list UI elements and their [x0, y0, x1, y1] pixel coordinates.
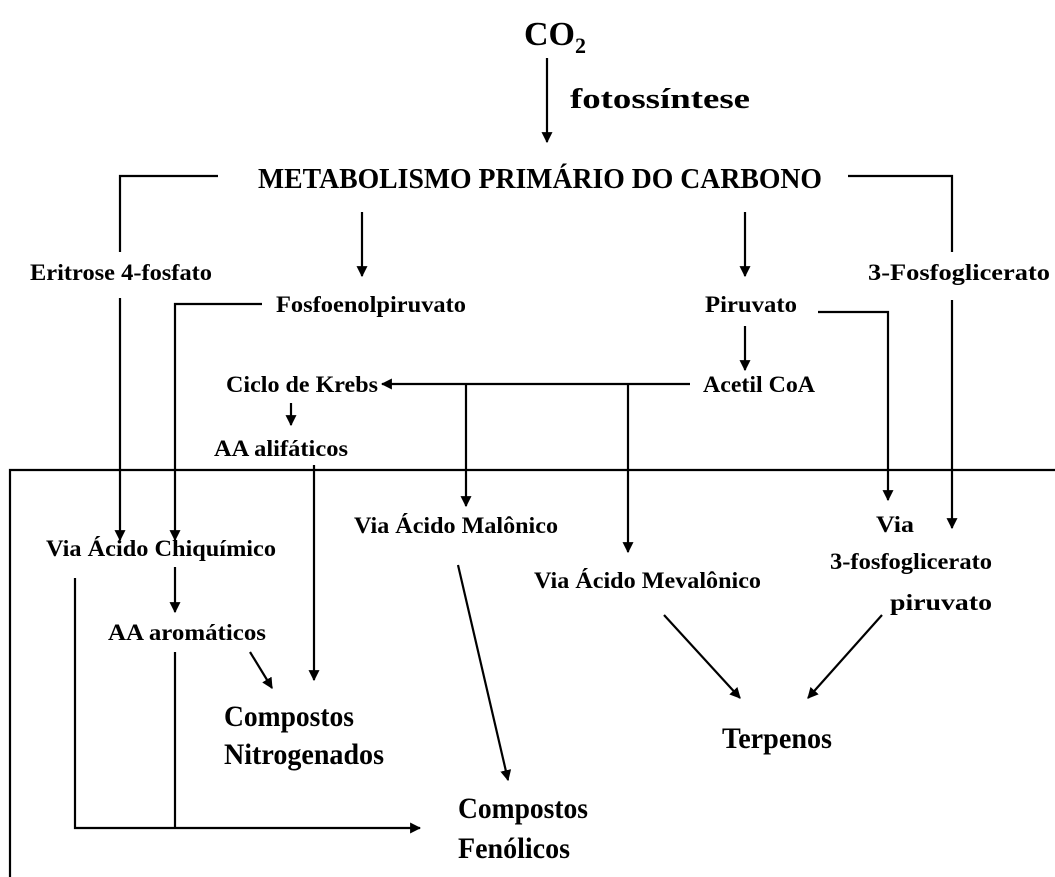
label: Via Ácido Chiquímico [46, 536, 276, 561]
label: 3-Fosfoglicerato [868, 260, 1050, 285]
label: Via Ácido Malônico [354, 513, 558, 538]
label: Ciclo de Krebs [226, 372, 378, 397]
label: Eritrose 4-fosfato [30, 260, 212, 285]
label: METABOLISMO PRIMÁRIO DO CARBONO [258, 164, 822, 195]
label: Compostos [224, 700, 354, 733]
label: Via [876, 512, 915, 537]
label: Nitrogenados [224, 738, 384, 771]
label: Acetil CoA [703, 372, 815, 397]
label: AA alifáticos [214, 436, 348, 461]
label: fotossíntese [570, 84, 750, 115]
label: Piruvato [705, 292, 797, 317]
label: Fenólicos [458, 832, 570, 865]
label: Terpenos [722, 722, 832, 755]
connectors [8, 58, 1055, 877]
label: 3-fosfoglicerato [830, 549, 992, 574]
label: piruvato [890, 590, 992, 615]
label: Via Ácido Mevalônico [534, 568, 761, 593]
label: Fosfoenolpiruvato [276, 292, 466, 317]
label: Compostos [458, 792, 588, 825]
co2: CO2 [524, 16, 586, 58]
label: AA aromáticos [108, 620, 266, 645]
